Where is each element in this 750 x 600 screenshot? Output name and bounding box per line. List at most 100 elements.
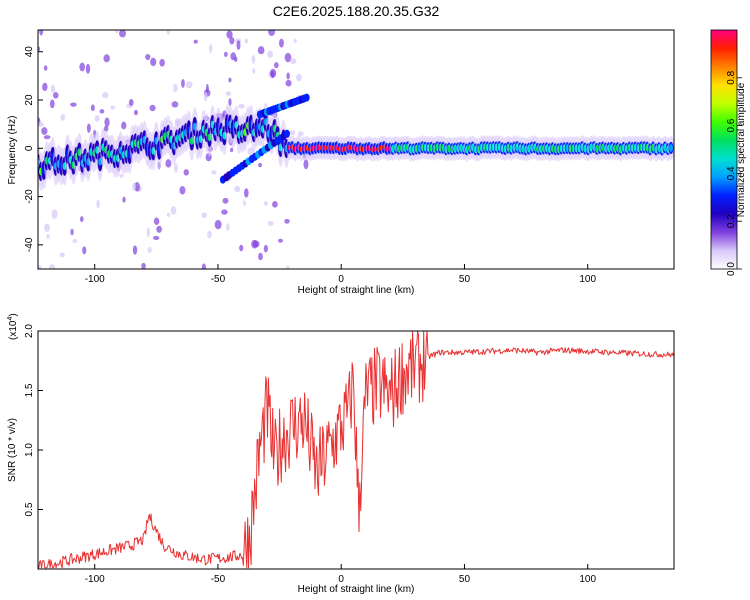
heatmap-cell — [133, 109, 138, 116]
colorbar-ticks: 0.0 0.2 0.4 0.6 0.8 — [726, 70, 742, 276]
heatmap-cell — [174, 163, 178, 174]
spectrogram-panel: -100 -50 0 50 100 -40 -20 0 20 40 Height of stra… — [7, 29, 675, 296]
heatmap-cell — [284, 52, 292, 63]
snr-panel: -100 -50 0 50 100 0.5 1.0 1.5 2.0 Height of str… — [7, 313, 675, 595]
heatmap-cell — [229, 36, 235, 45]
heatmap-cell — [43, 223, 51, 232]
heatmap-cell — [171, 101, 179, 108]
heatmap-cell — [272, 201, 278, 208]
spectrogram-y-tick-label: 40 — [24, 46, 35, 58]
heatmap-cell — [48, 264, 56, 269]
snr-x-tick-label: 100 — [579, 574, 596, 585]
heatmap-cell — [297, 131, 304, 137]
heatmap-cell — [214, 219, 222, 230]
colorbar-tick-label: 0.0 — [726, 262, 737, 276]
heatmap-cell — [263, 201, 268, 206]
heatmap-cell — [103, 125, 109, 132]
snr-y-tick-label: 1.0 — [24, 443, 35, 457]
spectrogram-x-tick-label: 0 — [338, 274, 344, 285]
heatmap-cell — [86, 123, 91, 133]
spectrogram-y-tick-label: -40 — [24, 237, 35, 252]
heatmap-cell — [258, 252, 263, 261]
heatmap-cell — [141, 262, 146, 269]
heatmap-cell — [99, 109, 105, 114]
heatmap-cell — [115, 30, 119, 34]
heatmap-cell — [110, 105, 116, 110]
heatmap-cell — [244, 38, 248, 44]
heatmap-cell — [230, 52, 237, 61]
heatmap-cell — [119, 30, 127, 38]
spectrogram-y-tick-label: -20 — [24, 189, 35, 204]
heatmap-cell — [41, 127, 48, 135]
heatmap-cell — [70, 228, 74, 236]
heatmap-cell — [147, 246, 152, 254]
snr-x-tick-label: -100 — [85, 574, 105, 585]
heatmap-cell — [59, 252, 65, 258]
heatmap-cell — [39, 30, 44, 36]
heatmap-cell — [267, 50, 274, 58]
heatmap-cell — [132, 182, 136, 191]
spectrogram-y-axis: -40 -20 0 20 40 — [24, 46, 43, 252]
heatmap-cell — [224, 51, 228, 58]
heatmap-cell — [226, 30, 233, 39]
heatmap-cell — [267, 221, 274, 226]
snr-y-tick-label: 2.0 — [24, 324, 35, 338]
heatmap-cell — [60, 114, 66, 121]
heatmap-cell — [263, 244, 268, 253]
heatmap-cell — [669, 144, 674, 152]
heatmap-cell — [278, 238, 283, 243]
heatmap-cell — [79, 62, 86, 72]
heatmap-cell — [185, 81, 193, 89]
heatmap-cell — [203, 91, 208, 102]
heatmap-cell — [183, 169, 189, 176]
heatmap-cell — [289, 129, 296, 136]
heatmap-cell — [52, 92, 59, 99]
heatmap-cell — [46, 234, 50, 239]
heatmap-cell — [303, 159, 309, 170]
heatmap-cell — [179, 186, 186, 195]
heatmap-cell — [228, 98, 232, 107]
heatmap-cell — [50, 84, 56, 93]
spectrogram-x-tick-label: -50 — [211, 274, 226, 285]
heatmap-cell — [230, 147, 234, 153]
snr-x-axis: -100 -50 0 50 100 — [85, 564, 597, 585]
heatmap-cell — [258, 162, 262, 168]
heatmap-cell — [222, 197, 229, 204]
spectrogram-y-tick-label: 0 — [24, 145, 35, 151]
snr-y-tick-label: 1.5 — [24, 383, 35, 397]
colorbar-tick-label: 0.6 — [726, 118, 737, 132]
heatmap-cell — [152, 235, 160, 241]
colorbar: 0.0 0.2 0.4 0.6 0.8 Normalized spectral ampl… — [710, 29, 747, 276]
snr-multiplier-close: ) — [8, 313, 19, 316]
heatmap-cell — [181, 78, 185, 88]
colorbar-tick-label: 0.8 — [726, 70, 737, 84]
heatmap-cell — [209, 43, 213, 54]
heatmap-cell — [121, 121, 127, 130]
heatmap-cell — [42, 82, 48, 92]
snr-ylabel: SNR (10 * v/v) — [7, 418, 18, 482]
heatmap-cell — [159, 58, 165, 67]
heatmap-cell — [270, 70, 275, 79]
spectrogram-x-tick-label: -100 — [85, 274, 105, 285]
heatmap-cell — [257, 46, 265, 55]
heatmap-cell — [51, 209, 58, 219]
heatmap-cell — [293, 38, 297, 44]
heatmap-cell — [70, 102, 77, 107]
heatmap-cell — [239, 244, 244, 252]
heatmap-cell — [242, 200, 246, 206]
heatmap-cell — [43, 135, 51, 140]
heatmap-cell — [243, 188, 249, 198]
heatmap-cell — [94, 115, 100, 122]
heatmap-cell — [153, 217, 160, 226]
heatmap-cell — [72, 238, 78, 244]
snr-series-line — [38, 331, 674, 569]
heatmap-cell — [104, 117, 110, 128]
heatmap-cell — [279, 38, 284, 48]
heatmap-cell — [252, 240, 260, 248]
heatmap-cell — [252, 68, 256, 74]
heatmap-cell — [285, 265, 290, 269]
snr-multiplier-exp: 4 — [7, 317, 14, 321]
snr-multiplier-base: (x10 — [8, 320, 19, 340]
heatmap-cell — [38, 121, 44, 127]
